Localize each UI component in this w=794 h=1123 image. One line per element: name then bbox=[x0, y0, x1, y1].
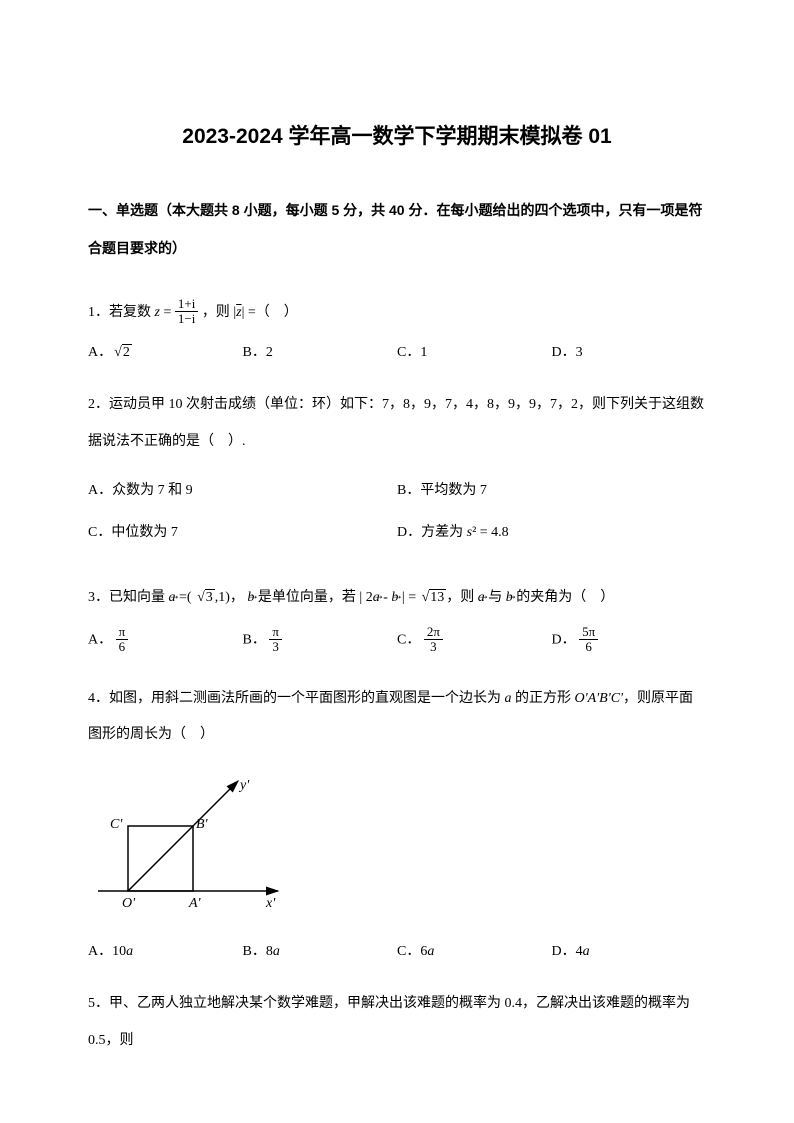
label-O: O' bbox=[122, 896, 136, 911]
q4-D: D．4a bbox=[552, 940, 707, 960]
question-1: 1．若复数 z = 1+i1−i ，则 |z| =（ ） bbox=[88, 295, 706, 331]
label-A: A' bbox=[188, 896, 202, 911]
q4-B: B．8a bbox=[243, 940, 398, 960]
q1-C: C．1 bbox=[397, 341, 552, 361]
q4-options: A．10a B．8a C．6a D．4a bbox=[88, 940, 706, 960]
exam-page: 2023-2024 学年高一数学下学期期末模拟卷 01 一、单选题（本大题共 8… bbox=[0, 0, 794, 1123]
q1-z: z bbox=[155, 305, 160, 320]
vector-b-icon: b bbox=[247, 590, 254, 605]
q1-zbar: z bbox=[236, 305, 241, 320]
q1-fraction: 1+i1−i bbox=[175, 297, 198, 325]
sqrt-icon: 2 bbox=[112, 345, 132, 361]
section-instruction: 一、单选题（本大题共 8 小题，每小题 5 分，共 40 分．在每小题给出的四个… bbox=[88, 192, 706, 269]
q2-C: C．中位数为 7 bbox=[88, 512, 397, 554]
q3-D: D． 5π6 bbox=[552, 626, 707, 654]
q4-C: C．6a bbox=[397, 940, 552, 960]
question-5: 5．甲、乙两人独立地解决某个数学难题，甲解决出该难题的概率为 0.4，乙解决出该… bbox=[88, 986, 706, 1059]
vector-a-icon: a bbox=[169, 590, 176, 605]
label-y: y' bbox=[238, 778, 250, 793]
q1-A: A．2 bbox=[88, 341, 243, 361]
q3-C: C． 2π3 bbox=[397, 626, 552, 654]
q4-A: A．10a bbox=[88, 940, 243, 960]
oblique-square-svg: O' A' B' C' x' y' bbox=[88, 771, 288, 921]
q3-B: B． π3 bbox=[243, 626, 398, 654]
q2-B: B．平均数为 7 bbox=[397, 470, 706, 512]
instruction-text: 一、单选题（本大题共 8 小题，每小题 5 分，共 40 分．在每小题给出的四个… bbox=[88, 202, 702, 256]
q1-text-suffix: =（ ） bbox=[248, 305, 298, 320]
page-title: 2023-2024 学年高一数学下学期期末模拟卷 01 bbox=[88, 120, 706, 150]
label-x: x' bbox=[265, 896, 276, 911]
q3-options: A． π6 B． π3 C． 2π3 D． 5π6 bbox=[88, 626, 706, 654]
question-2: 2．运动员甲 10 次射击成绩（单位：环）如下：7，8，9，7，4，8，9，9，… bbox=[88, 387, 706, 460]
q2-D: D．方差为 s² = 4.8 bbox=[397, 512, 706, 554]
sqrt-icon: 13 bbox=[420, 580, 447, 616]
q4-diagram: O' A' B' C' x' y' bbox=[88, 771, 706, 926]
q1-text-mid: ，则 bbox=[202, 305, 234, 320]
q1-D: D．3 bbox=[552, 341, 707, 361]
label-C: C' bbox=[110, 817, 123, 832]
q1-text-prefix: 1．若复数 bbox=[88, 305, 155, 320]
label-B: B' bbox=[196, 817, 209, 832]
q1-options: A．2 B．2 C．1 D．3 bbox=[88, 341, 706, 361]
q2-options: A．众数为 7 和 9 B．平均数为 7 C．中位数为 7 D．方差为 s² =… bbox=[88, 470, 706, 554]
q3-A: A． π6 bbox=[88, 626, 243, 654]
sqrt-icon: 3 bbox=[195, 580, 215, 616]
q1-B: B．2 bbox=[243, 341, 398, 361]
q2-A: A．众数为 7 和 9 bbox=[88, 470, 397, 512]
question-4: 4．如图，用斜二测画法所画的一个平面图形的直观图是一个边长为 a 的正方形 O'… bbox=[88, 681, 706, 754]
question-3: 3．已知向量 a =( 3,1)， b 是单位向量，若 | 2a - b | =… bbox=[88, 580, 706, 616]
